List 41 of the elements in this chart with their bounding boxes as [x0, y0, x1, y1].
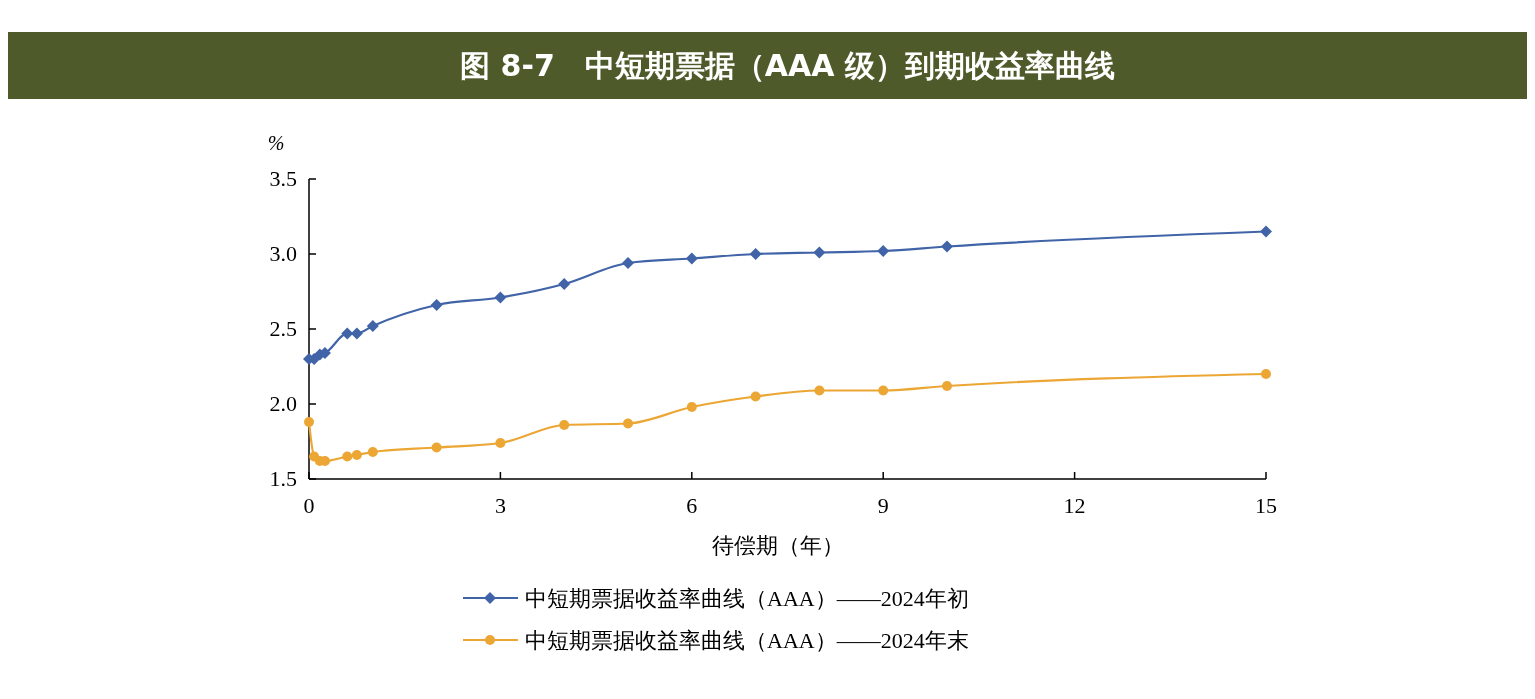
point: [494, 291, 507, 304]
point: [878, 385, 889, 396]
x-axis-title: 待偿期（年）: [711, 533, 844, 558]
y-tick-label: 2.5: [269, 316, 297, 341]
point: [342, 451, 353, 462]
point: [366, 320, 379, 332]
point: [559, 420, 570, 430]
point: [495, 438, 506, 448]
chart-title: 图 8-7 中短期票据（AAA 级）到期收益率曲线: [460, 48, 1115, 83]
y-tick-label: 1.5: [269, 466, 297, 491]
point: [623, 418, 633, 429]
x-tick-label: 15: [1255, 493, 1277, 518]
point: [558, 278, 571, 290]
point: [430, 299, 443, 311]
point: [941, 240, 953, 253]
point: [622, 257, 634, 269]
point: [431, 442, 442, 453]
point: [367, 447, 378, 457]
point: [750, 391, 761, 402]
x-tick-label: 12: [1063, 493, 1086, 518]
point: [351, 450, 362, 460]
point: [749, 248, 762, 260]
point: [686, 402, 697, 412]
y-axis-title: %: [267, 132, 285, 154]
point: [814, 385, 825, 396]
point: [304, 417, 314, 427]
point: [685, 252, 698, 265]
x-tick-label: 0: [303, 493, 315, 518]
x-tick-label: 6: [686, 493, 698, 518]
y-tick-label: 2.0: [269, 391, 297, 416]
point: [813, 246, 826, 259]
point: [877, 245, 890, 257]
x-tick-label: 3: [494, 493, 506, 518]
point: [1261, 369, 1271, 379]
legend-label: 中短期票据收益率曲线（AAA）——2024年初: [525, 586, 969, 611]
y-tick-label: 3.5: [269, 166, 297, 191]
point: [1260, 225, 1272, 238]
point: [942, 381, 952, 391]
legend-label: 中短期票据收益率曲线（AAA）——2024年末: [525, 628, 969, 653]
y-tick-label: 3.0: [269, 241, 297, 266]
x-tick-label: 9: [877, 493, 889, 518]
